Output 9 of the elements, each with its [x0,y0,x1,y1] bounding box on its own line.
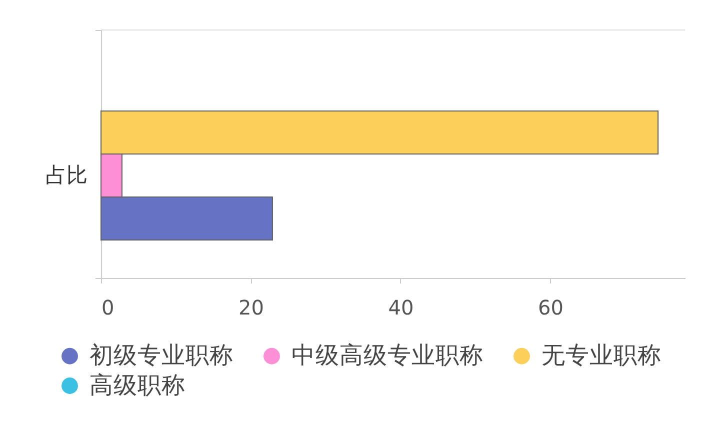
y-tick-label: 占比 [46,163,88,187]
legend-label: 无专业职称 [542,341,662,370]
x-tick-label: 60 [538,296,564,320]
x-tick-label: 40 [388,296,414,320]
legend-label: 初级专业职称 [90,341,234,370]
x-tick-label: 20 [238,296,264,320]
x-tick-label: 0 [102,296,114,320]
legend-label: 高级职称 [90,370,186,399]
legend-label: 中级高级专业职称 [292,341,484,370]
